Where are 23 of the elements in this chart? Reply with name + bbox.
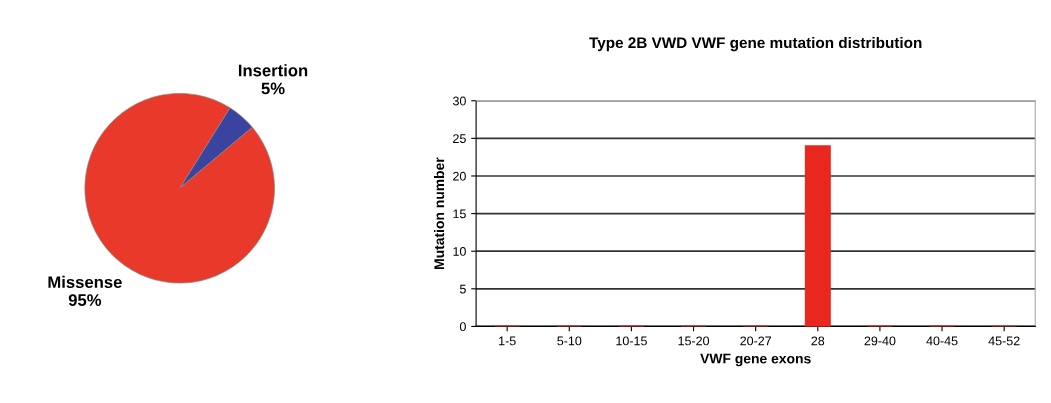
y-tick-label: 0 [459, 322, 466, 332]
y-tick-label: 10 [453, 247, 466, 256]
y-tick-label: 20 [453, 171, 466, 181]
x-tick-label: 10-15 [616, 336, 647, 346]
y-tick-label: 15 [453, 209, 466, 219]
data-label: 5% [261, 82, 285, 95]
chart-title: Type 2B VWD VWF gene mutation distribution [589, 36, 922, 52]
x-tick-label: 28 [811, 336, 825, 346]
y-tick-label: 5 [459, 284, 466, 294]
x-tick-label: 15-20 [678, 336, 710, 346]
x-tick-label: 20-27 [740, 336, 772, 346]
x-tick-label: 45-52 [988, 336, 1020, 346]
data-label: 95% [68, 294, 102, 306]
x-tick-label: 5-10 [557, 336, 582, 346]
slice-label: Missense [48, 275, 122, 289]
x-tick-label: 1-5 [499, 336, 516, 346]
y-axis-title: Mutation number [433, 157, 445, 269]
x-tick-label: 40-45 [926, 336, 958, 346]
y-tick-label: 30 [452, 96, 466, 106]
x-axis-title: VWF gene exons [700, 353, 811, 367]
y-tick-label: 25 [453, 134, 466, 144]
x-tick-label: 29-40 [864, 336, 896, 346]
slice-label: Insertion [238, 64, 308, 77]
